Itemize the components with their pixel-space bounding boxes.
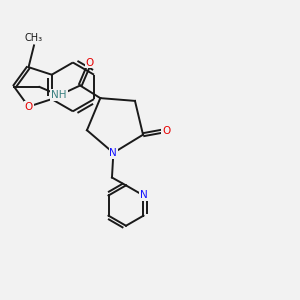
Text: O: O — [162, 125, 170, 136]
Text: O: O — [86, 58, 94, 68]
Text: O: O — [24, 102, 33, 112]
Text: N: N — [110, 148, 117, 158]
Text: N: N — [140, 190, 147, 200]
Text: NH: NH — [51, 90, 67, 100]
Text: CH₃: CH₃ — [25, 33, 43, 43]
